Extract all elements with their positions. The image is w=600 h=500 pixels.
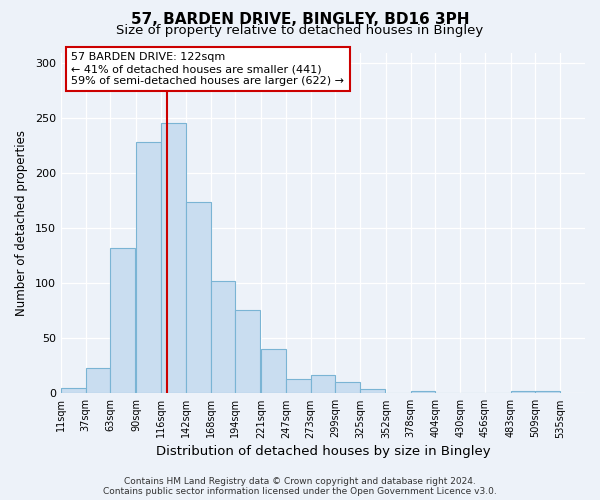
Bar: [186, 202, 211, 394]
Bar: [235, 310, 260, 394]
Bar: [110, 248, 135, 394]
Bar: [211, 281, 235, 394]
Bar: [535, 391, 560, 394]
Bar: [511, 391, 535, 394]
Bar: [86, 368, 110, 394]
Bar: [410, 391, 436, 394]
Text: 57 BARDEN DRIVE: 122sqm
← 41% of detached houses are smaller (441)
59% of semi-d: 57 BARDEN DRIVE: 122sqm ← 41% of detache…: [71, 52, 344, 86]
Bar: [311, 374, 335, 394]
Bar: [286, 379, 311, 394]
Bar: [360, 389, 385, 394]
X-axis label: Distribution of detached houses by size in Bingley: Distribution of detached houses by size …: [155, 444, 490, 458]
Bar: [161, 123, 186, 394]
Text: Contains HM Land Registry data © Crown copyright and database right 2024.
Contai: Contains HM Land Registry data © Crown c…: [103, 476, 497, 496]
Bar: [136, 142, 161, 394]
Text: Size of property relative to detached houses in Bingley: Size of property relative to detached ho…: [116, 24, 484, 37]
Bar: [61, 388, 86, 394]
Y-axis label: Number of detached properties: Number of detached properties: [15, 130, 28, 316]
Bar: [335, 382, 360, 394]
Text: 57, BARDEN DRIVE, BINGLEY, BD16 3PH: 57, BARDEN DRIVE, BINGLEY, BD16 3PH: [131, 12, 469, 28]
Bar: [261, 350, 286, 394]
